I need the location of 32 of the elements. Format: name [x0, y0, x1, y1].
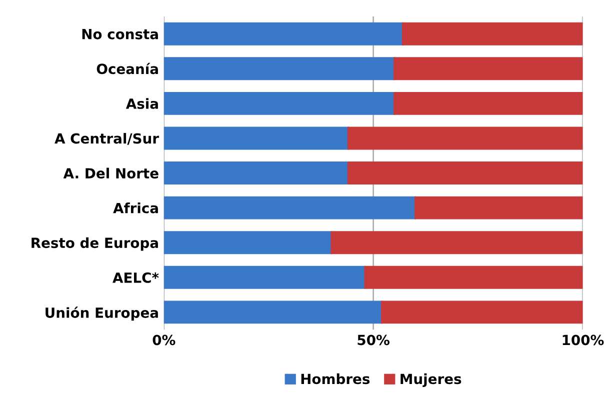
- legend-label: Mujeres: [400, 373, 462, 387]
- y-tick-label: A Central/Sur: [54, 132, 159, 145]
- y-tick-label: Resto de Europa: [32, 237, 158, 251]
- bar: [380, 300, 583, 324]
- bar: [330, 231, 583, 254]
- x-tick-label: 0%: [152, 334, 176, 346]
- legend-label: Hombres: [301, 373, 370, 384]
- bar: [394, 92, 583, 115]
- bar: [164, 162, 349, 185]
- y-tick-label: Asia: [126, 98, 158, 109]
- y-tick-label: Africa: [113, 202, 158, 214]
- y-tick-label: A. Del Norte: [63, 168, 158, 179]
- bar: [347, 162, 583, 185]
- y-tick-label: No consta: [82, 29, 158, 40]
- x-tick-label: 100%: [562, 334, 604, 346]
- y-tick-label: Unión Europea: [46, 306, 158, 321]
- bar: [394, 57, 583, 80]
- bar: [164, 22, 404, 46]
- bar: [164, 266, 366, 289]
- bar: [164, 126, 349, 150]
- x-tick-label: 50%: [358, 334, 390, 346]
- bar: [164, 196, 416, 220]
- bar: [414, 196, 583, 220]
- bar: [164, 92, 395, 115]
- y-tick-label: AELC*: [112, 272, 159, 283]
- bar: [364, 266, 583, 289]
- y-tick-label: Oceanía: [96, 62, 158, 74]
- bar: [164, 231, 332, 254]
- bar: [164, 300, 382, 324]
- bar: [164, 57, 395, 80]
- bar: [347, 126, 583, 150]
- bar: [402, 22, 583, 46]
